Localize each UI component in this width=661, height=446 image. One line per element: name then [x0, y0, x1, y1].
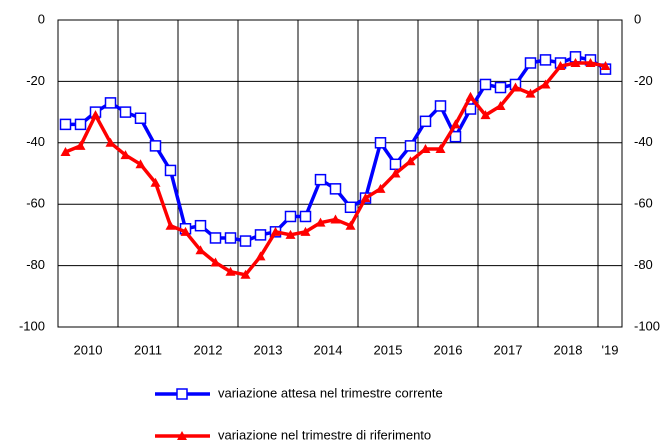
data-point [480, 110, 491, 120]
data-point [270, 226, 281, 236]
data-point [344, 201, 357, 214]
data-point [254, 229, 267, 241]
data-point [374, 137, 387, 149]
data-point [390, 168, 401, 178]
data-point [284, 210, 297, 223]
data-point [75, 140, 86, 150]
y2-tick-label: -20 [634, 73, 653, 88]
data-point [539, 54, 552, 66]
data-point [119, 106, 132, 118]
data-point [540, 79, 551, 89]
y2-tick-label: -60 [634, 196, 653, 211]
data-point [209, 232, 222, 244]
data-point [419, 115, 432, 128]
series-line [65, 55, 607, 243]
x-tick-label: 2012 [194, 342, 223, 357]
legend-label: variazione nel trimestre di riferimento [218, 427, 431, 441]
data-point [585, 57, 596, 67]
legend-label: variazione attesa nel trimestre corrente [218, 385, 443, 400]
data-point [329, 183, 342, 195]
x-tick-label: 2017 [494, 342, 523, 357]
data-point [164, 164, 177, 177]
data-point [195, 245, 206, 255]
data-point [150, 177, 161, 187]
legend-marker [177, 431, 187, 440]
data-point [570, 57, 581, 67]
data-point [525, 88, 536, 98]
data-point [510, 82, 521, 92]
y-tick-label: -80 [26, 257, 45, 272]
y2-tick-label: -80 [634, 257, 653, 272]
y-tick-label: 0 [38, 11, 45, 26]
data-point [465, 91, 476, 101]
data-point [330, 214, 341, 224]
data-point [404, 140, 417, 152]
x-tick-label: 2010 [74, 342, 103, 357]
data-point [315, 217, 326, 227]
data-point [180, 226, 191, 236]
data-point [375, 183, 386, 193]
x-tick-label: 2014 [314, 342, 343, 357]
data-point [74, 118, 87, 131]
data-point [135, 159, 146, 169]
data-point [225, 266, 236, 276]
data-point [104, 97, 117, 109]
data-point [434, 100, 447, 112]
legend-marker [176, 388, 188, 400]
data-point [555, 61, 566, 71]
plot-frame [57, 19, 623, 328]
data-point [255, 251, 266, 261]
data-point [524, 57, 537, 69]
data-point [600, 61, 611, 71]
y2-tick-label: -40 [634, 134, 653, 149]
y2-tick-label: -100 [634, 318, 660, 333]
data-point [120, 150, 131, 160]
data-point [494, 81, 507, 94]
data-point [479, 78, 492, 91]
data-point [224, 232, 237, 244]
data-point [314, 173, 327, 186]
data-point [450, 119, 461, 129]
y2-tick-label: 0 [634, 11, 641, 26]
data-point [405, 156, 416, 166]
y-tick-label: -40 [26, 134, 45, 149]
data-point [360, 193, 371, 203]
data-point [105, 137, 116, 147]
data-point [60, 147, 71, 157]
data-point [300, 226, 311, 236]
data-point [149, 140, 162, 152]
data-point [389, 158, 402, 171]
data-point [435, 143, 446, 153]
data-point [240, 269, 251, 279]
series-line [64, 61, 606, 277]
data-point [239, 235, 252, 247]
data-point [210, 257, 221, 267]
data-point [165, 220, 176, 230]
data-point [134, 112, 147, 124]
x-tick-label: 2016 [434, 342, 463, 357]
data-point [59, 118, 72, 131]
data-point [194, 219, 207, 232]
data-point [299, 210, 312, 223]
data-point [90, 110, 101, 120]
y-tick-label: -60 [26, 196, 45, 211]
data-point [285, 229, 296, 239]
data-point [420, 143, 431, 153]
x-tick-label: '19 [602, 342, 619, 357]
data-point [495, 100, 506, 110]
data-point [345, 220, 356, 230]
x-tick-label: 2013 [254, 342, 283, 357]
data-point [449, 130, 462, 143]
x-tick-label: 2015 [374, 342, 403, 357]
y-tick-label: -100 [19, 318, 45, 333]
x-tick-label: 2018 [554, 342, 583, 357]
x-tick-label: 2011 [134, 342, 162, 357]
y-tick-label: -20 [26, 73, 45, 88]
